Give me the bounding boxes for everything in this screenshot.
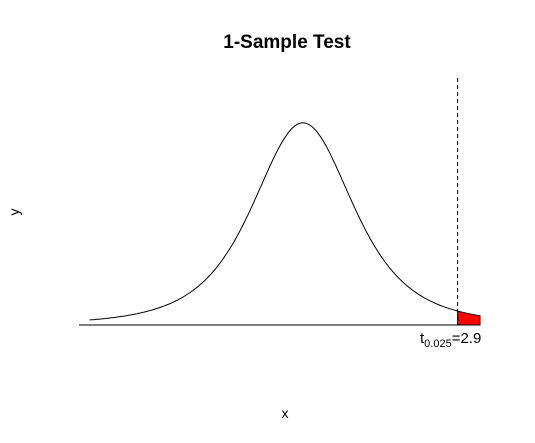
critical-value-symbol: t [420,330,425,347]
rejection-region [457,310,481,326]
critical-value-label: t0.025=2.9 [420,330,481,350]
y-axis-label: y [6,209,22,216]
chart-title: 1-Sample Test [223,32,351,53]
chart-marks [79,78,481,326]
density-curve [89,122,458,321]
x-axis-label: x [282,405,289,421]
critical-value-equals: = [452,330,461,347]
critical-value-subscript: 0.025 [424,338,452,350]
critical-value-number: 2.9 [460,330,481,347]
